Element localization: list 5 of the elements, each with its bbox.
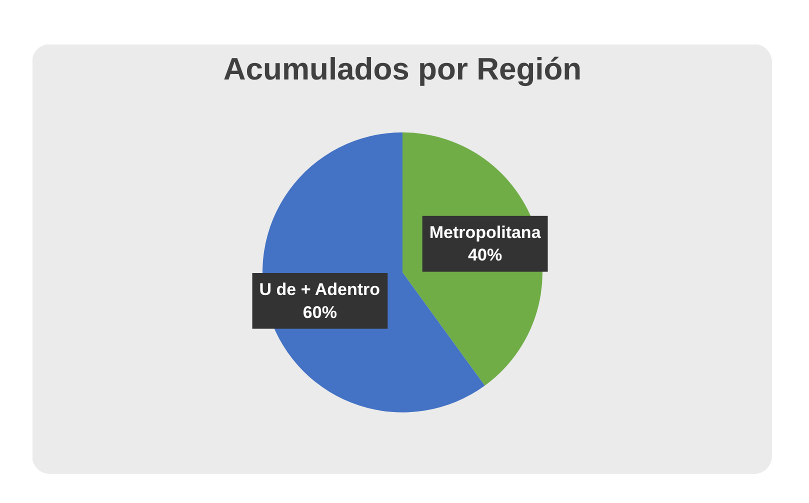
slice-label: Metropolitana xyxy=(429,222,542,242)
slice-label: U de + Adentro xyxy=(259,280,380,299)
data-label: 60% xyxy=(302,302,337,322)
data-label: 40% xyxy=(468,246,502,265)
chart-title: Acumulados por Región xyxy=(223,52,582,86)
